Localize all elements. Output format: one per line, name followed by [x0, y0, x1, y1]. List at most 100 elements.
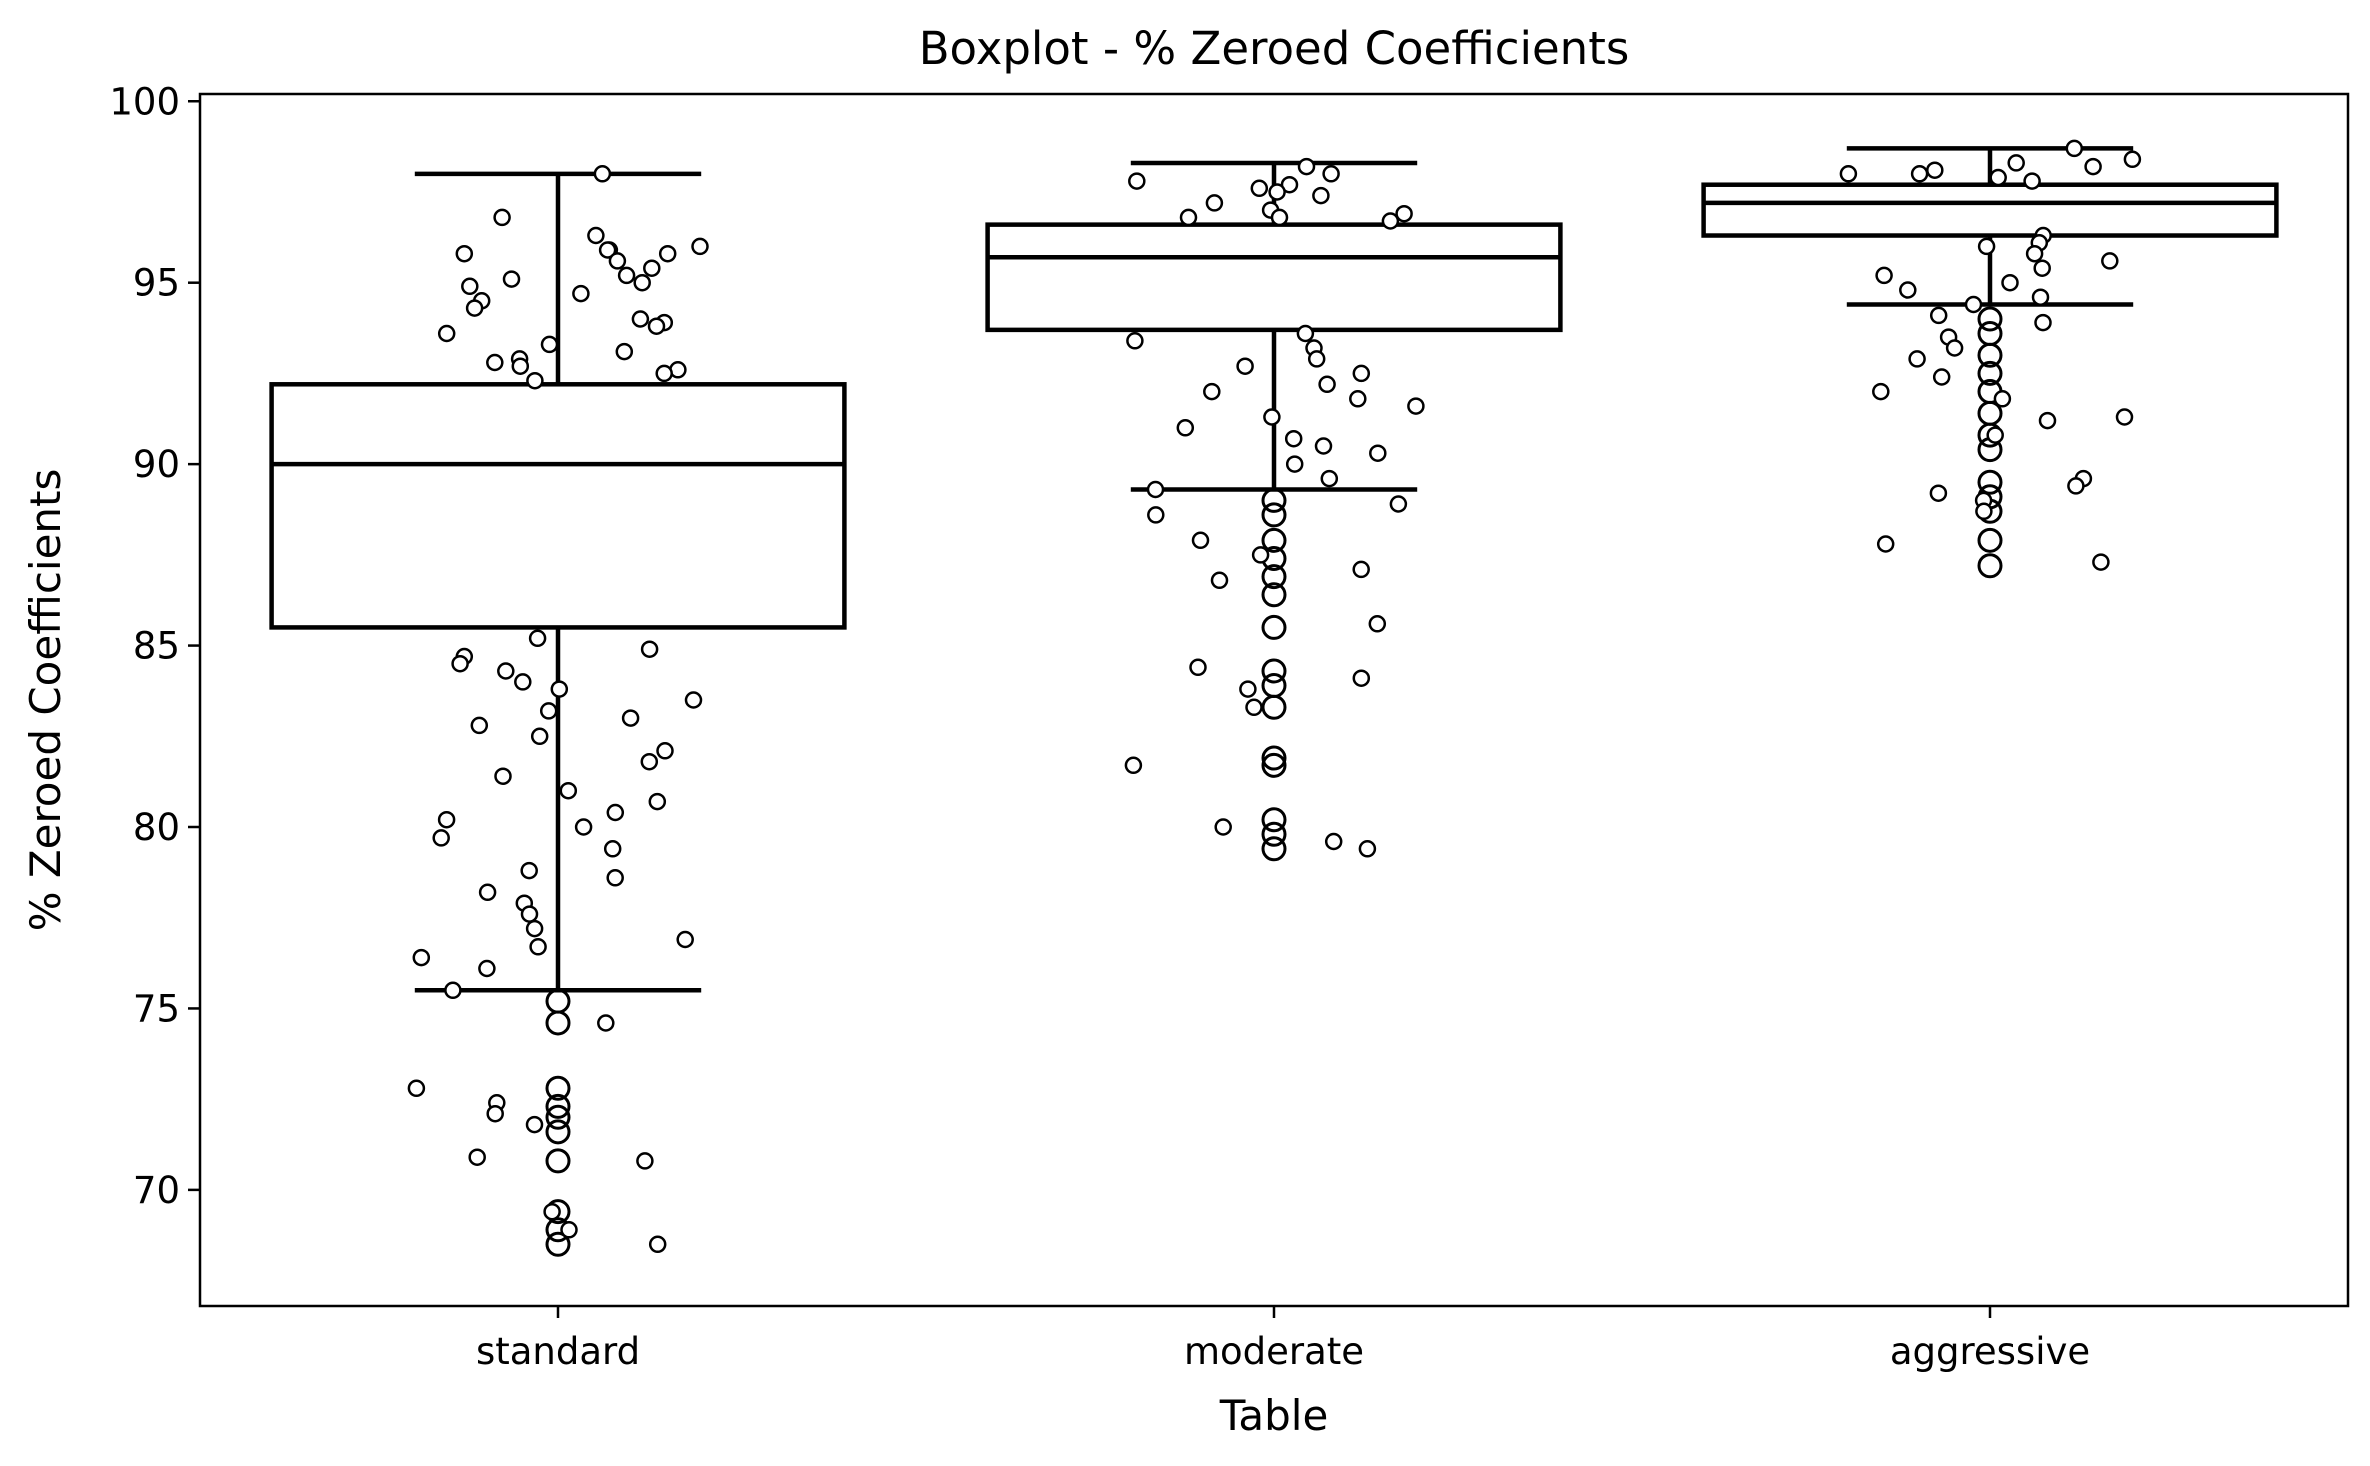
data-point — [1899, 281, 1917, 299]
outlier-point — [1977, 342, 2003, 368]
data-point — [1320, 469, 1339, 488]
data-point — [1297, 157, 1316, 176]
y-tick-label: 70 — [133, 1169, 180, 1212]
outlier-point — [545, 1119, 571, 1145]
data-point — [1908, 350, 1926, 368]
outlier-point — [1261, 527, 1287, 553]
data-point — [2001, 273, 2019, 292]
data-point — [2092, 553, 2110, 571]
data-point — [1270, 208, 1289, 227]
iqr-box — [985, 222, 1563, 333]
data-point — [598, 241, 617, 259]
data-point — [647, 317, 666, 335]
outlier-point — [1261, 694, 1287, 720]
data-point — [615, 342, 634, 361]
y-tick-label: 80 — [133, 806, 180, 849]
data-point — [648, 1235, 667, 1254]
data-point — [465, 299, 484, 317]
data-point — [1322, 165, 1340, 183]
data-point — [574, 818, 593, 836]
data-point — [1407, 397, 1425, 415]
data-point — [2034, 313, 2052, 332]
data-point — [2025, 244, 2044, 263]
boxes-layer — [269, 146, 2279, 1257]
data-point — [502, 270, 521, 288]
outlier-point — [545, 1075, 571, 1101]
data-point — [640, 752, 659, 771]
data-point — [461, 277, 479, 296]
data-point — [2033, 259, 2051, 277]
data-point — [1205, 194, 1224, 212]
data-point — [1932, 368, 1951, 386]
data-point — [1268, 183, 1286, 201]
iqr-box — [269, 382, 847, 630]
outlier-point — [1977, 306, 2003, 332]
data-point — [1126, 332, 1144, 350]
data-point — [1358, 840, 1377, 858]
outlier-point — [1261, 502, 1287, 528]
data-point — [444, 981, 462, 1000]
data-point — [658, 244, 677, 263]
data-point — [1977, 237, 1996, 256]
data-point — [1975, 502, 1993, 521]
data-point — [684, 691, 703, 709]
data-point — [640, 640, 659, 658]
outlier-point — [1977, 360, 2003, 386]
data-point — [1280, 175, 1299, 194]
data-point — [514, 673, 532, 691]
outlier-point — [1261, 745, 1287, 771]
data-point — [1989, 168, 2007, 187]
data-point — [656, 742, 674, 760]
data-point — [1945, 339, 1964, 357]
data-point — [1381, 212, 1400, 230]
data-point — [455, 244, 474, 263]
box-moderate — [985, 160, 1563, 862]
data-point — [1324, 832, 1343, 851]
data-point — [1352, 669, 1371, 687]
data-point — [655, 364, 673, 383]
data-point — [1191, 531, 1210, 550]
data-point — [603, 840, 622, 858]
points-aggressive — [1839, 139, 2142, 571]
data-point — [1993, 390, 2012, 408]
points-layer — [407, 139, 2142, 1254]
data-point — [1284, 429, 1303, 448]
outlier-point — [1977, 553, 2003, 579]
outlier-point — [1261, 487, 1287, 513]
data-point — [1368, 615, 1387, 633]
y-axis-label: % Zeroed Coefficients — [21, 469, 70, 932]
data-point — [631, 310, 650, 328]
data-point — [493, 208, 511, 227]
data-point — [1964, 295, 1983, 314]
data-point — [1236, 357, 1254, 375]
data-point — [1146, 480, 1165, 499]
outlier-point — [1261, 658, 1287, 684]
x-axis: standard moderate aggressive — [476, 1306, 2090, 1373]
outlier-point — [1261, 582, 1287, 608]
data-point — [1214, 818, 1232, 836]
data-point — [1926, 161, 1944, 179]
data-point — [525, 919, 544, 938]
data-point — [1124, 756, 1143, 775]
data-point — [478, 959, 496, 978]
outlier-point — [545, 1231, 571, 1257]
data-point — [608, 252, 627, 270]
data-point — [560, 1221, 578, 1239]
data-point — [1307, 350, 1326, 368]
iqr-box — [1701, 182, 2279, 238]
data-point — [1176, 419, 1195, 437]
data-point — [1395, 204, 1413, 223]
data-point — [526, 371, 544, 390]
data-point — [597, 1014, 615, 1032]
data-point — [407, 1079, 426, 1098]
data-point — [648, 792, 667, 811]
data-point — [1389, 495, 1408, 513]
data-point — [451, 654, 469, 673]
data-point — [1296, 324, 1315, 343]
data-point — [1929, 484, 1948, 502]
data-point — [468, 1148, 486, 1166]
data-point — [497, 662, 515, 680]
data-point — [1369, 444, 1387, 462]
data-point — [1251, 546, 1270, 564]
data-point — [1250, 179, 1269, 198]
